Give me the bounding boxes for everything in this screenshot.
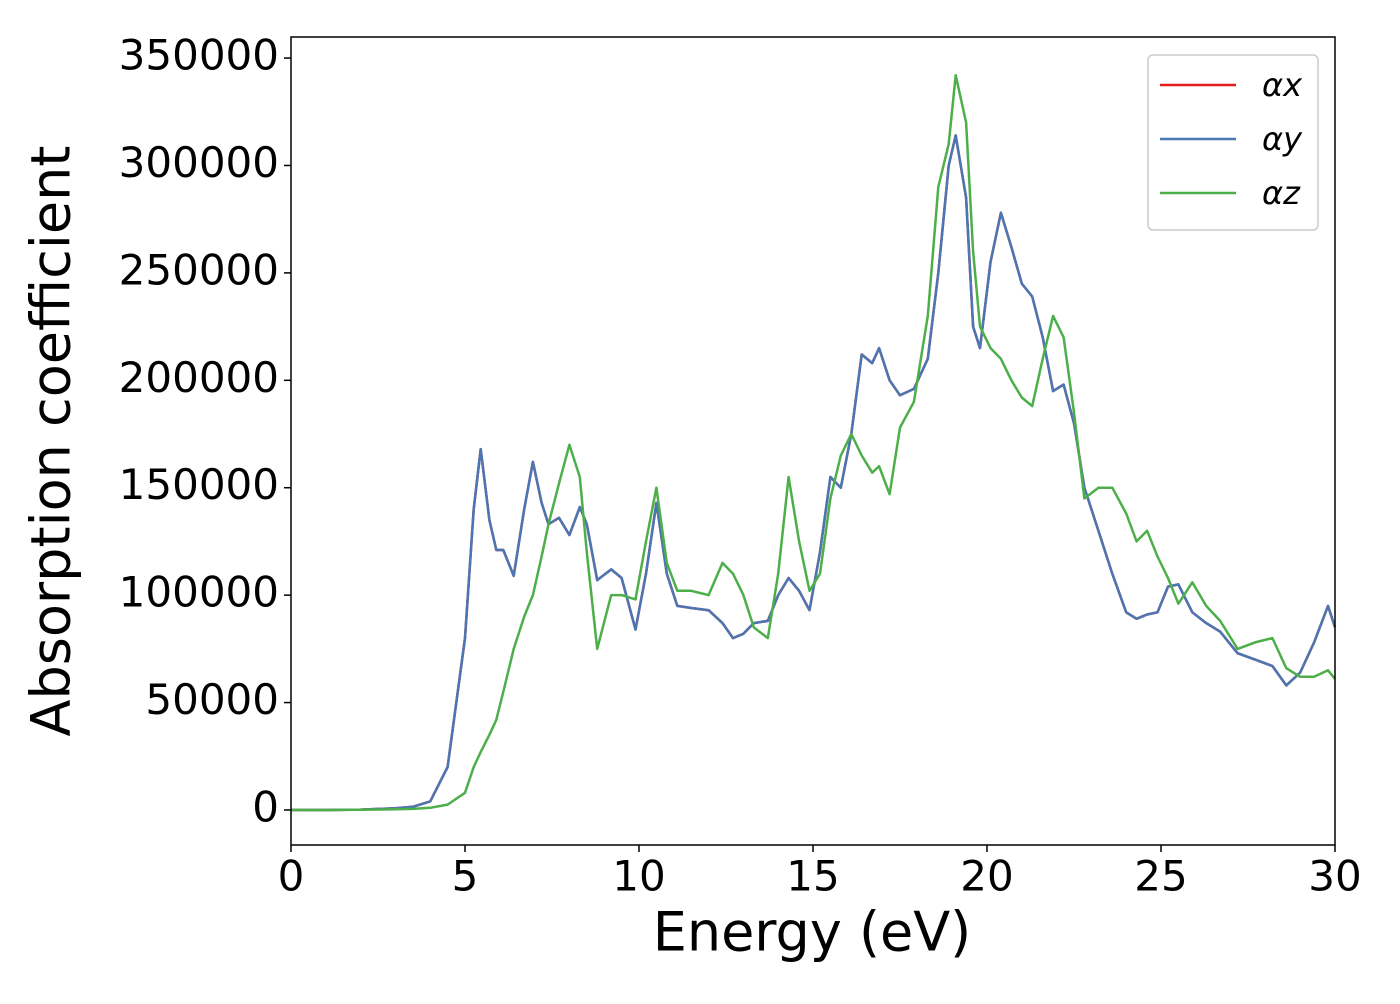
x-tick-label: 30 xyxy=(1308,852,1361,901)
legend-label: αz xyxy=(1262,174,1301,212)
x-tick-label: 5 xyxy=(452,852,479,901)
legend-box xyxy=(1147,54,1319,231)
plot-frame xyxy=(290,36,1336,846)
y-tick-label: 200000 xyxy=(119,353,279,402)
series-line xyxy=(291,73,1336,812)
y-tick-label: 250000 xyxy=(119,245,279,294)
y-tick-label: 300000 xyxy=(119,138,279,187)
y-tick-label: 50000 xyxy=(145,675,279,724)
x-tick-label: 10 xyxy=(612,852,665,901)
series-line xyxy=(291,134,1337,812)
y-tick-label: 150000 xyxy=(119,460,279,509)
x-axis-label: Energy (eV) xyxy=(653,901,972,964)
x-tick-label: 25 xyxy=(1134,852,1187,901)
legend-label: αx xyxy=(1262,66,1303,104)
x-tick-label: 0 xyxy=(278,852,305,901)
x-tick-label: 20 xyxy=(960,852,1013,901)
legend-label: αy xyxy=(1262,120,1303,158)
series-line xyxy=(291,134,1337,812)
y-tick-label: 100000 xyxy=(119,568,279,617)
x-tick-label: 15 xyxy=(786,852,839,901)
y-tick-label: 0 xyxy=(252,782,279,831)
y-axis-label: Absorption coefficient xyxy=(20,146,83,737)
y-tick-label: 350000 xyxy=(119,31,279,80)
